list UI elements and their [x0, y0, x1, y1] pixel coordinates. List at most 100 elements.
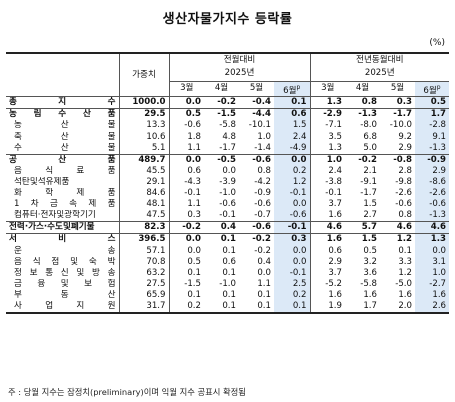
mom-cell: -4.3	[168, 176, 204, 189]
mom-cell: -0.2	[168, 221, 204, 234]
row-label: 서 비 스	[6, 233, 119, 246]
row-label: 금 융 및 보 험	[14, 279, 116, 290]
mom-cell: -0.6	[254, 199, 271, 210]
row-label: 음 식 료 품	[14, 165, 116, 176]
mom-cell: -0.1	[274, 221, 311, 234]
yoy-cell: 5.0	[363, 142, 378, 153]
yoy-cell: -8.6	[415, 176, 450, 189]
yoy-cell: -3.8	[309, 176, 346, 189]
mom-cell: -4.2	[254, 177, 271, 188]
mom-cell: 0.1	[274, 301, 311, 314]
mom-cell: 0.2	[168, 301, 204, 314]
mom-cell: 1.5	[274, 120, 311, 132]
weight-cell: 48.1	[118, 199, 169, 211]
row-label: 총 지 수	[6, 96, 119, 109]
yoy-month-header: 4월	[355, 83, 370, 94]
mom-cell: 0.0	[274, 199, 311, 211]
mom-cell: 4.8	[222, 131, 236, 142]
yoy-cell: 0.8	[345, 96, 381, 109]
table-row: 서 비 스 396.5 0.0 0.1 -0.2 0.3 1.6 1.5 1.2 1.3	[6, 233, 450, 246]
mom-month-header: 5월	[249, 83, 264, 94]
yoy-cell: 1.5	[363, 199, 378, 210]
yoy-cell: -10.0	[389, 120, 413, 131]
yoy-cell: 1.2	[398, 267, 413, 278]
weight-cell: 84.6	[118, 188, 169, 200]
weight-cell: 13.3	[118, 120, 169, 132]
mom-cell: 0.1	[257, 301, 271, 312]
weight-cell: 27.5	[118, 279, 169, 291]
yoy-cell: 1.6	[309, 210, 346, 222]
yoy-cell: 2.7	[363, 210, 378, 221]
mom-cell: -1.5	[168, 279, 204, 291]
yoy-month-header: 5월	[390, 83, 405, 94]
yoy-cell: -0.6	[395, 199, 413, 210]
mom-cell: 0.8	[257, 165, 271, 176]
mom-cell: -10.1	[248, 120, 271, 131]
table-row: 농 림 수 산 품 29.5 0.5 -1.5 -4.4 0.6 -2.9 -1.3 -1.7 1…	[6, 108, 450, 121]
mom-cell: 0.1	[168, 267, 204, 280]
yoy-cell: 1.6	[398, 290, 413, 301]
weight-cell: 396.5	[118, 233, 169, 246]
weight-cell: 65.9	[118, 290, 169, 302]
mom-cell: -4.9	[274, 142, 311, 155]
mom-cell: 0.1	[222, 290, 236, 301]
yoy-cell: -5.8	[360, 279, 378, 290]
weight-cell: 489.7	[118, 153, 169, 166]
row-label: 1 차 금 속 제 품	[14, 199, 116, 210]
mom-cell: 1.1	[168, 142, 204, 155]
yoy-cell: 3.5	[309, 131, 346, 143]
mom-cell: 0.5	[168, 108, 204, 121]
yoy-cell: 1.2	[380, 233, 416, 246]
mom-cell: 0.0	[168, 96, 204, 109]
yoy-cell: 3.7	[309, 199, 346, 211]
table-row: 음 식 점 및 숙 박 70.8 0.5 0.6 0.4 0.0 2.9 3.2 3.3 3.1	[6, 256, 450, 268]
yoy-cell: 1.0	[415, 267, 450, 280]
mom-cell: -0.1	[274, 188, 311, 200]
row-label: 전력·가스·수도및폐기물	[6, 221, 119, 234]
yoy-header: 전년동월대비	[309, 53, 450, 67]
row-label: 축 산 물	[14, 131, 116, 142]
mom-cell: -0.2	[239, 233, 274, 246]
mom-cell: 0.2	[274, 290, 311, 302]
table-row: 정 보 통 신 및 방 송 63.2 0.1 0.1 0.0 -0.1 3.7 3.6 1.2 1…	[6, 267, 450, 280]
yoy-cell: 0.0	[415, 245, 450, 257]
mom-cell: -0.1	[274, 267, 311, 280]
yoy-cell: -2.9	[309, 108, 346, 121]
yoy-cell: -2.7	[415, 279, 450, 291]
yoy-year-header: 2025년	[309, 67, 450, 82]
table-row: 석탄및석유제품 29.1 -4.3 -3.9 -4.2 1.2 -3.8 -9.1 -9.8 -8…	[6, 176, 450, 189]
yoy-cell: -9.8	[395, 177, 413, 188]
yoy-cell: 3.7	[309, 267, 346, 280]
mom-cell: 0.0	[168, 245, 204, 257]
mom-cell: -1.0	[219, 279, 236, 290]
mom-cell: 0.1	[168, 290, 204, 302]
yoy-cell: 1.5	[345, 233, 381, 246]
yoy-cell: 3.2	[363, 256, 378, 267]
yoy-cell: 2.6	[415, 301, 450, 314]
mom-cell: -0.6	[168, 120, 204, 132]
mom-cell: -0.4	[239, 96, 274, 109]
yoy-cell: 2.9	[398, 142, 413, 153]
mom-cell: 0.0	[274, 153, 311, 166]
mom-cell: 0.1	[204, 233, 239, 246]
yoy-cell: -1.3	[415, 210, 450, 222]
table-row: 사 업 지 원 31.7 0.2 0.1 0.1 0.1 1.9 1.7 2.0 2.6	[6, 301, 450, 314]
yoy-cell: -0.6	[415, 199, 450, 211]
mom-header: 전월대비	[168, 53, 311, 67]
yoy-cell: -0.1	[309, 188, 346, 200]
yoy-cell: -5.2	[309, 279, 346, 291]
table-row: 금 융 및 보 험 27.5 -1.5 -1.0 1.1 2.5 -5.2 -5.8 -5.0-…	[6, 279, 450, 291]
yoy-cell: 3.6	[363, 267, 378, 278]
mom-cell: -1.0	[219, 188, 236, 199]
ppi-table: 가중치 전월대비 전년동월대비 2025년 2025년 3월 4월 5월 6월p…	[6, 52, 450, 314]
mom-cell: -0.2	[204, 96, 239, 109]
yoy-cell: 0.3	[380, 96, 416, 109]
mom-cell: -4.4	[239, 108, 274, 121]
row-label: 운 송	[14, 245, 116, 256]
yoy-cell: 0.1	[398, 245, 413, 256]
yoy-cell: 2.8	[398, 165, 413, 176]
yoy-cell: 1.6	[309, 290, 346, 302]
weight-cell: 10.6	[118, 131, 169, 143]
mom-cell: 2.4	[274, 131, 311, 143]
yoy-cell: -0.8	[380, 153, 416, 166]
